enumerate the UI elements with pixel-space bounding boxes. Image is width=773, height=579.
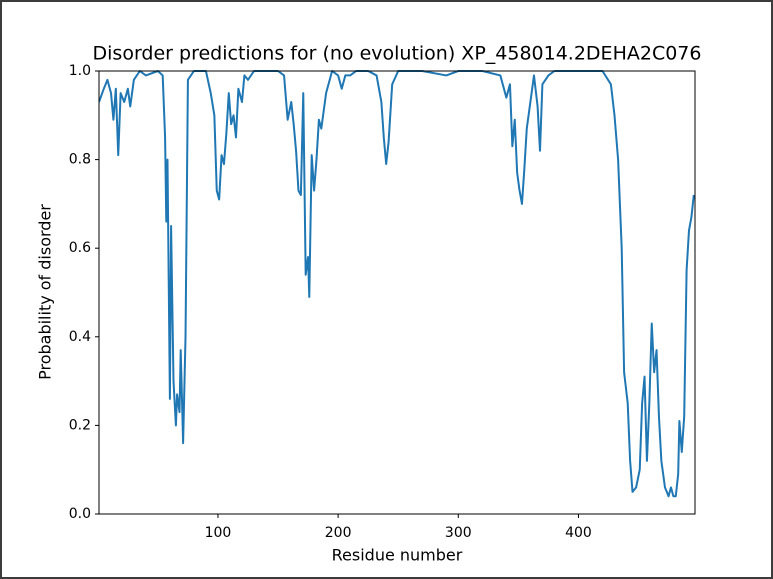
y-axis-label: Probability of disorder [36, 204, 55, 380]
x-tick-label: 200 [325, 525, 352, 541]
y-tick-label: 1.0 [69, 63, 91, 79]
x-tick-label: 300 [445, 525, 472, 541]
y-tick-label: 0.6 [69, 240, 91, 256]
chart-title: Disorder predictions for (no evolution) … [93, 43, 702, 65]
plot-frame [98, 70, 696, 515]
data-line [99, 70, 695, 498]
y-tick-label: 0.2 [69, 417, 91, 433]
x-tick-label: 100 [205, 525, 232, 541]
y-tick-label: 0.0 [69, 506, 91, 522]
x-axis-label: Residue number [332, 546, 463, 565]
y-tick-label: 0.8 [69, 152, 91, 168]
x-tick-label: 400 [565, 525, 592, 541]
y-tick-label: 0.4 [69, 329, 91, 345]
